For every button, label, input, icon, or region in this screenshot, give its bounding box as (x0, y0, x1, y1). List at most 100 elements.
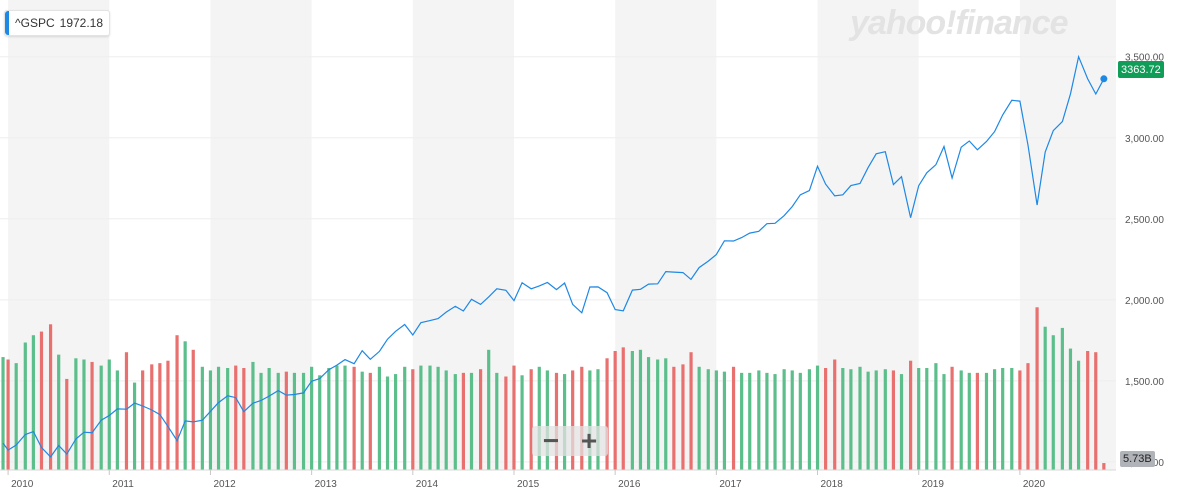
volume-badge: 5.73B (1120, 451, 1155, 467)
legend-symbol: ^GSPC (15, 16, 55, 30)
volume-bar (385, 376, 390, 470)
volume-bar (6, 359, 10, 470)
volume-bar (748, 372, 752, 470)
volume-bar (141, 370, 145, 470)
y-tick-label: 2,500.00 (1125, 215, 1164, 226)
volume-bar (183, 341, 187, 470)
volume-bar (689, 352, 693, 470)
volume-bar (1018, 370, 1022, 470)
volume-bar (74, 358, 78, 470)
volume-bar (714, 370, 718, 470)
volume-bar (588, 370, 592, 470)
volume-bar (487, 349, 491, 470)
x-tick-label: 2012 (213, 479, 236, 490)
volume-bar (327, 368, 331, 470)
volume-bar (469, 372, 474, 470)
volume-bar (284, 371, 288, 470)
volume-bar (216, 366, 221, 470)
volume-bar (301, 372, 306, 470)
volume-bar (1035, 307, 1039, 470)
volume-bar (782, 369, 786, 470)
volume-bar (57, 354, 61, 470)
volume-bar (967, 372, 971, 470)
zoom-in-button[interactable]: + (580, 425, 598, 456)
volume-bar (368, 372, 372, 470)
x-tick-label: 2013 (315, 479, 338, 490)
volume-bar (200, 366, 204, 470)
volume-bar (706, 369, 710, 470)
legend-value: 1972.18 (59, 16, 104, 30)
volume-bar (554, 372, 559, 470)
x-tick-label: 2014 (416, 479, 439, 490)
volume-bar (444, 370, 448, 470)
volume-bar (360, 371, 364, 470)
x-tick-label: 2018 (821, 479, 844, 490)
volume-bar (310, 366, 314, 470)
volume-bar (1026, 363, 1030, 470)
yahoo-finance-logo: yahoo!finance (850, 4, 1068, 42)
volume-bar (124, 352, 129, 470)
y-tick-label: 1,500.00 (1125, 377, 1164, 388)
volume-bar (191, 349, 195, 470)
volume-bar (343, 365, 347, 470)
volume-bar (899, 374, 904, 470)
volume-bar (975, 372, 979, 470)
legend-swatch (5, 11, 9, 35)
x-tick-label: 2020 (1023, 479, 1046, 490)
volume-bar (377, 366, 382, 470)
legend[interactable]: ^GSPC 1972.18 (4, 10, 111, 36)
volume-bar (731, 366, 736, 470)
volume-bar (773, 374, 777, 470)
volume-bar (461, 372, 465, 470)
volume-bar (697, 366, 701, 470)
volume-bar (504, 376, 508, 470)
volume-bar (267, 368, 271, 470)
volume-bar (39, 331, 44, 470)
volume-bar (292, 372, 297, 470)
volume-bar (613, 351, 617, 470)
last-price-point (1100, 75, 1108, 83)
volume-bar (259, 372, 263, 470)
volume-bar (917, 368, 921, 470)
volume-bar (824, 368, 828, 470)
x-axis: 2010 2011 2012 2013 2014 2015 2016 2017 2018 2019… (0, 469, 1116, 490)
volume-bar (858, 366, 862, 470)
volume-bar (1001, 368, 1005, 470)
volume-bar (1051, 335, 1055, 470)
volume-bar (672, 366, 676, 470)
volume-bar (681, 364, 685, 470)
volume-bar (352, 366, 356, 470)
x-tick-label: 2017 (719, 479, 742, 490)
volume-bar (891, 370, 896, 470)
volume-bar (411, 369, 415, 470)
volume-bar (529, 369, 533, 470)
volume-bar (883, 369, 887, 470)
volume-bars (1, 307, 1106, 470)
zoom-out-button[interactable]: − (542, 425, 560, 456)
y-tick-label: 2,000.00 (1125, 296, 1164, 307)
volume-bar (562, 374, 567, 470)
volume-bar (537, 366, 541, 470)
volume-bar (453, 374, 457, 470)
volume-bar (1010, 368, 1014, 470)
volume-bar (596, 369, 600, 470)
volume-bar (849, 369, 853, 470)
x-tick-label: 2019 (922, 479, 945, 490)
volume-bar (984, 372, 989, 470)
volume-bar (1060, 327, 1064, 470)
volume-bar (992, 369, 997, 470)
volume-bar (909, 360, 913, 470)
price-line (2, 54, 1105, 458)
x-tick-label: 2010 (11, 479, 34, 490)
volume-bar (656, 359, 660, 470)
volume-bar (419, 365, 423, 470)
volume-bar (428, 365, 432, 470)
volume-bar (132, 382, 137, 470)
volume-bar (394, 374, 398, 470)
volume-bar (757, 370, 761, 470)
volume-bar (90, 361, 94, 470)
x-tick-label: 2015 (517, 479, 540, 490)
volume-bar (664, 358, 668, 470)
y-tick-label: 3,000.00 (1125, 134, 1164, 145)
